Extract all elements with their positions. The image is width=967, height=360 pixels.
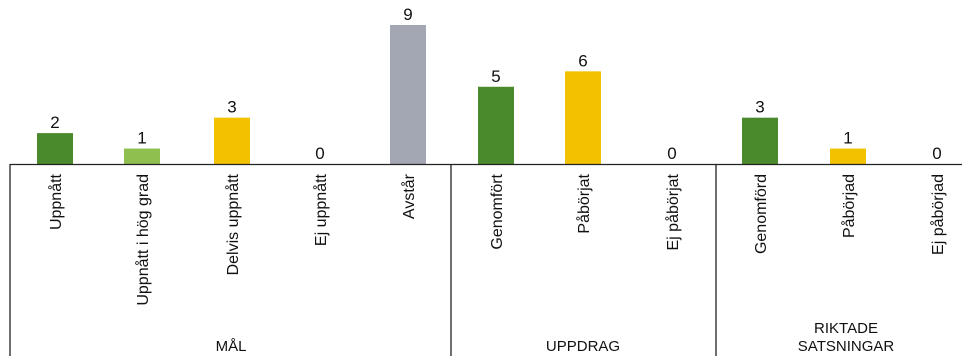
bar-8 [742,117,778,164]
value-label-1: 1 [137,129,146,148]
value-label-9: 1 [843,129,852,148]
value-label-2: 3 [227,98,236,117]
value-label-0: 2 [50,113,59,132]
category-label-9: Påbörjad [840,174,858,238]
category-label-1: Uppnått i hög grad [134,174,152,306]
bar-0 [37,133,73,164]
category-label-0: Uppnått [47,173,65,230]
value-label-3: 0 [315,144,324,163]
value-label-10: 0 [932,144,941,163]
group-label-2-line-1: SATSNINGAR [798,338,895,355]
value-label-5: 5 [491,67,500,86]
group-label-0-line-0: MÅL [216,338,247,355]
category-label-7: Ej påbörjat [664,173,682,250]
bar-4 [390,25,426,164]
bar-5 [478,86,514,164]
category-label-2: Delvis uppnått [224,173,242,275]
category-label-8: Genomförd [753,174,770,254]
bar-9 [830,148,866,164]
group-label-1-line-0: UPPDRAG [546,338,620,355]
group-label-2-line-0: RIKTADE [814,320,878,337]
bar-6 [565,71,601,164]
category-label-10: Ej påbörjad [929,174,947,255]
category-label-4: Avstår [400,173,418,219]
value-label-6: 6 [578,51,587,70]
bar-2 [214,117,250,164]
category-label-6: Påbörjat [575,173,593,233]
category-label-3: Ej uppnått [312,173,330,246]
value-label-7: 0 [667,144,676,163]
value-label-4: 9 [403,5,412,24]
category-label-5: Genomfört [489,173,506,249]
bar-1 [124,148,160,164]
value-label-8: 3 [755,98,764,117]
